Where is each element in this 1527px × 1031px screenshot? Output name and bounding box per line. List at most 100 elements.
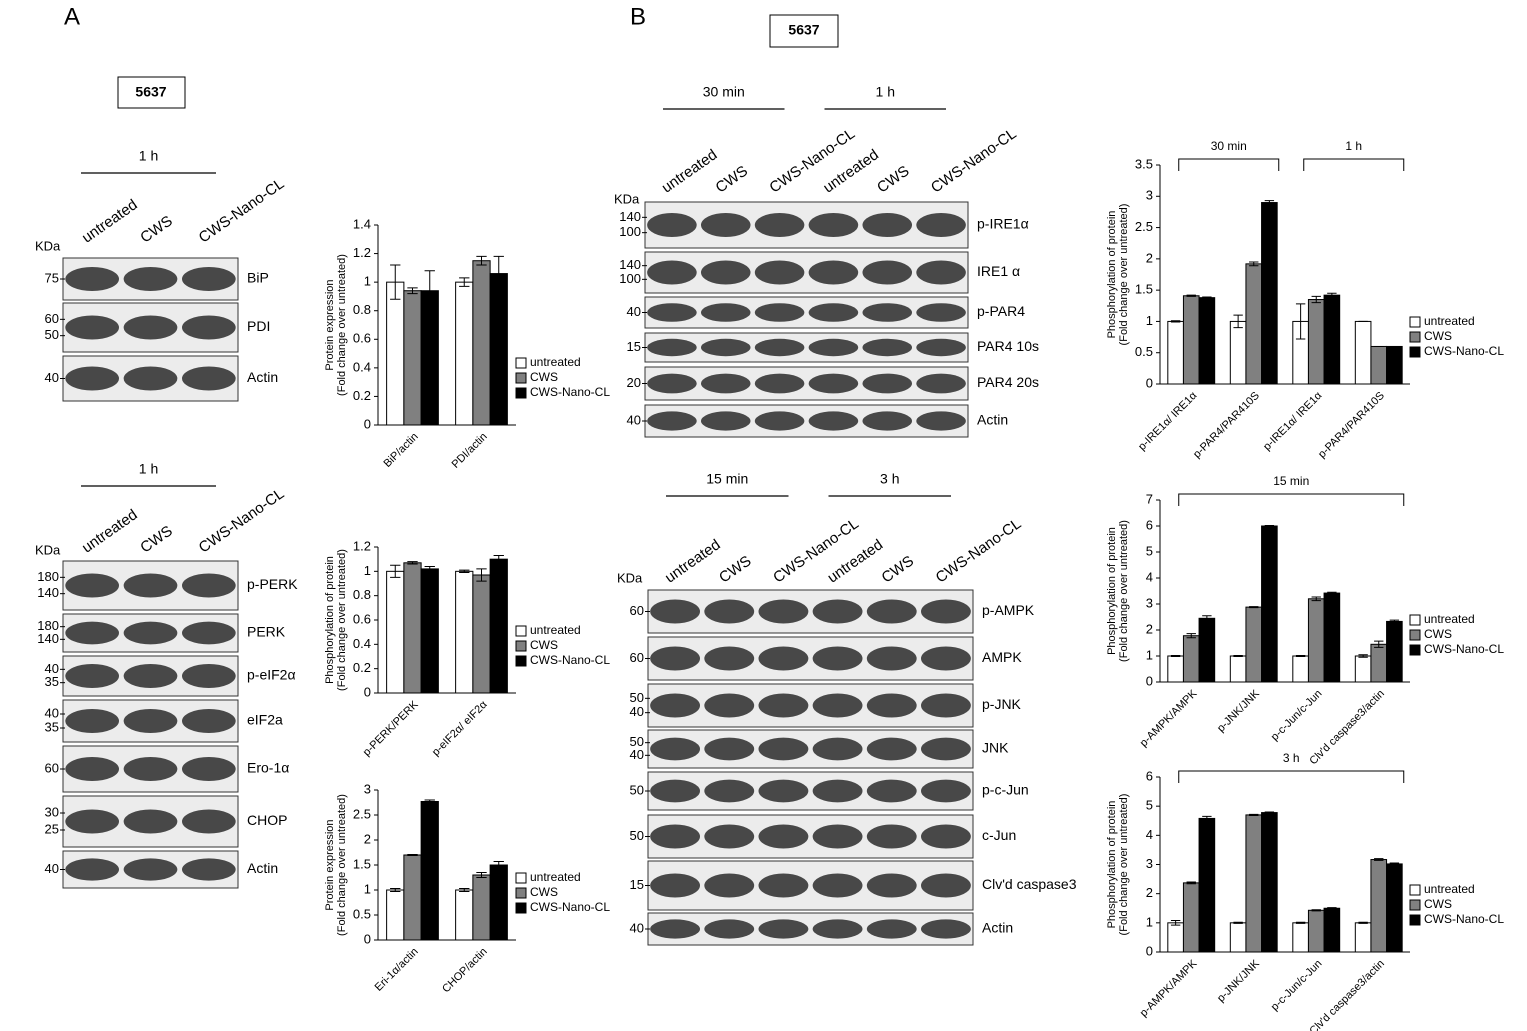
blot-band [704,873,755,898]
bar [1182,295,1200,385]
x-tick-label: p-IRE1α/ IRE1α [1261,389,1325,453]
blot-band [916,213,966,237]
kda-marker: 40 [630,747,644,762]
kda-marker: 15 [630,877,644,892]
lane-label: CWS-Nano-CL [933,515,1025,586]
blot-band [700,260,751,285]
bar [1307,909,1325,953]
blot-band [182,809,236,834]
bar [472,874,491,941]
error-bar [1327,907,1337,910]
blot-band [182,709,236,733]
bar [1198,617,1216,683]
blot-band [866,599,917,624]
bar [1182,635,1200,683]
blot-band [916,373,966,394]
y-axis-label: (Fold change over untreated) [336,794,348,936]
bar [1307,598,1325,683]
error-bar [1186,294,1196,297]
kda-marker: 75 [45,270,59,285]
blot-band [123,757,178,781]
error-bar [476,568,487,582]
error-bar [1264,200,1275,205]
error-bar [1295,654,1306,658]
lane-label: untreated [662,536,724,586]
error-bar [493,255,504,292]
protein-label: Actin [982,920,1013,936]
error-bar [424,270,435,312]
blot-band [758,919,809,939]
cell-line-box [117,76,186,109]
y-tick-label: 3.5 [1135,156,1153,171]
error-bar [1202,615,1212,622]
blot-band [921,599,971,624]
error-bar [476,872,487,878]
kda-marker: 50 [630,782,644,797]
blot-band [921,824,971,849]
blot-band [862,303,913,322]
lane-label: CWS-Nano-CL [928,125,1020,196]
y-tick-label: 1.2 [353,245,371,260]
blot-band [754,373,805,394]
y-tick-label: 0.2 [353,388,371,403]
error-bar [1358,654,1368,658]
blot-band [704,824,755,849]
blot-band [182,757,236,781]
bar [1323,907,1341,953]
bar [455,889,474,941]
x-tick-label: p-c-Jun/c-Jun [1269,958,1325,1014]
y-tick-label: 0 [1146,943,1153,958]
blot-band [916,338,966,357]
legend-label: CWS [530,370,558,384]
time-label: 15 min [706,471,748,487]
bar [1386,620,1403,683]
protein-label: p-c-Jun [982,782,1029,798]
bar [472,260,491,426]
blot-band [866,646,917,671]
blot-band [754,260,805,285]
protein-label: Actin [977,412,1008,428]
blot-band [862,338,913,357]
kda-marker: 15 [627,339,641,354]
bar [1198,297,1216,385]
legend-swatch [515,655,527,667]
bar [1261,202,1278,385]
blot-band [704,919,755,939]
blot-band [704,693,755,718]
blot-band [921,646,971,671]
bar [1167,655,1184,683]
protein-label: IRE1 α [977,263,1020,279]
lane-label: CWS [137,523,175,557]
kda-marker: 50 [630,690,644,705]
error-bar [1233,314,1243,329]
lane-label: CWS [879,553,917,587]
time-label: 1 h [876,84,895,100]
blot-band [704,779,755,803]
kda-marker: 60 [45,760,59,775]
bar [1354,655,1372,683]
y-axis-label: (Fold change over untreated) [1118,204,1130,346]
blot-band [182,315,236,340]
blot-band [758,646,809,671]
protein-label: AMPK [982,649,1022,665]
kda-marker: 40 [627,304,641,319]
legend-label: CWS [1424,627,1452,641]
y-tick-label: 0.4 [353,636,371,651]
y-axis-label: (Fold change over untreated) [1118,520,1130,662]
blot-band [862,411,913,431]
panel-label: B [630,3,646,30]
bar [386,570,405,694]
error-bar [424,565,435,572]
blot-band [862,260,913,285]
y-axis-label: (Fold change over untreated) [336,549,348,691]
blot-band [754,213,805,237]
legend-label: untreated [1424,314,1475,328]
legend-label: CWS [1424,897,1452,911]
legend-swatch [1409,629,1421,641]
legend-label: CWS-Nano-CL [1424,344,1504,358]
blot-strip [644,296,969,329]
y-tick-label: 0.5 [353,906,371,921]
blot-band [650,646,700,671]
